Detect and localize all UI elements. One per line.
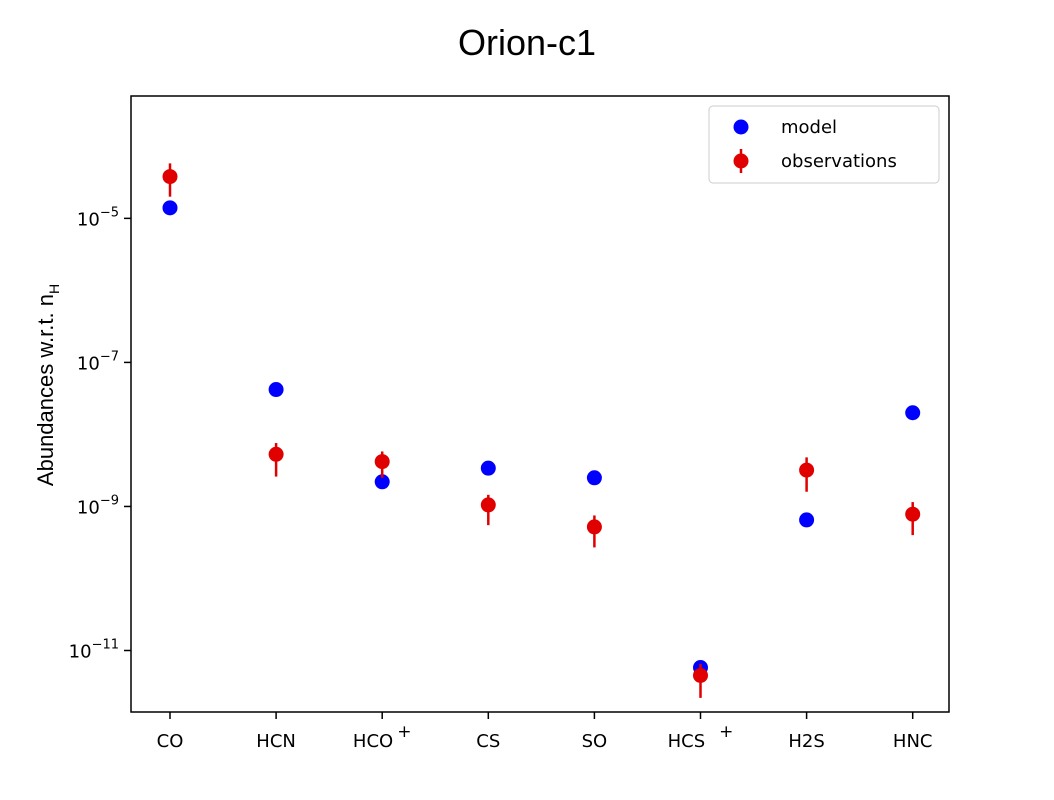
model-point xyxy=(162,200,178,216)
chart-title: Orion-c1 xyxy=(457,22,597,63)
observation-point xyxy=(586,519,602,535)
y-tick-exponent: −11 xyxy=(92,638,119,653)
x-tick-text: CS xyxy=(476,731,500,752)
y-tick-exponent: −9 xyxy=(100,493,119,508)
model-point xyxy=(374,474,390,490)
x-tick-label: HCO + xyxy=(353,722,412,752)
model-point xyxy=(799,512,815,528)
x-tick-text: HNC xyxy=(893,731,933,752)
x-tick-text: CO xyxy=(157,731,184,752)
observation-point xyxy=(268,446,284,462)
legend-box xyxy=(708,105,940,184)
y-tick-exponent: −7 xyxy=(100,349,119,364)
model-point xyxy=(480,460,496,476)
x-tick-superscript: + xyxy=(397,722,411,742)
x-tick-text: H2S xyxy=(788,731,824,752)
y-tick-base: 10 xyxy=(69,642,92,663)
x-ticks: CO HCN HCO + CS SO HCS + H2S HNC xyxy=(157,712,933,752)
model-point xyxy=(905,405,921,421)
x-tick-text: HCO xyxy=(353,731,393,752)
x-tick-label: SO xyxy=(582,731,608,752)
model-point xyxy=(586,470,602,486)
y-tick-label: 10−11 xyxy=(69,638,119,663)
x-tick-text: HCN xyxy=(256,731,296,752)
y-tick-base: 10 xyxy=(77,353,100,374)
x-tick-text: SO xyxy=(582,731,608,752)
legend-label: observations xyxy=(781,151,897,172)
plot-frame xyxy=(130,95,950,713)
y-tick-label: 10−7 xyxy=(77,349,119,374)
y-tick-exponent: −5 xyxy=(100,205,119,220)
x-tick-superscript: + xyxy=(719,722,733,742)
legend-marker xyxy=(733,153,749,169)
observation-point xyxy=(374,454,390,470)
x-tick-label: H2S xyxy=(788,731,824,752)
y-tick-base: 10 xyxy=(77,209,100,230)
data-marks xyxy=(162,163,921,698)
x-tick-label: HCS + xyxy=(668,722,734,752)
observation-point xyxy=(905,506,921,522)
y-tick-label: 10−9 xyxy=(77,493,119,518)
x-tick-label: CS xyxy=(476,731,500,752)
x-tick-label: CO xyxy=(157,731,184,752)
legend: model observations xyxy=(708,105,940,184)
y-tick-base: 10 xyxy=(77,497,100,518)
legend-label: model xyxy=(781,117,837,138)
model-point xyxy=(268,382,284,398)
observation-point xyxy=(799,462,815,478)
observation-point xyxy=(162,169,178,185)
x-tick-label: HNC xyxy=(893,731,933,752)
observation-point xyxy=(693,667,708,683)
x-tick-text: HCS xyxy=(668,731,706,752)
observation-point xyxy=(480,497,496,513)
x-tick-label: HCN xyxy=(256,731,296,752)
y-tick-label: 10−5 xyxy=(77,205,119,230)
legend-marker xyxy=(733,119,749,135)
